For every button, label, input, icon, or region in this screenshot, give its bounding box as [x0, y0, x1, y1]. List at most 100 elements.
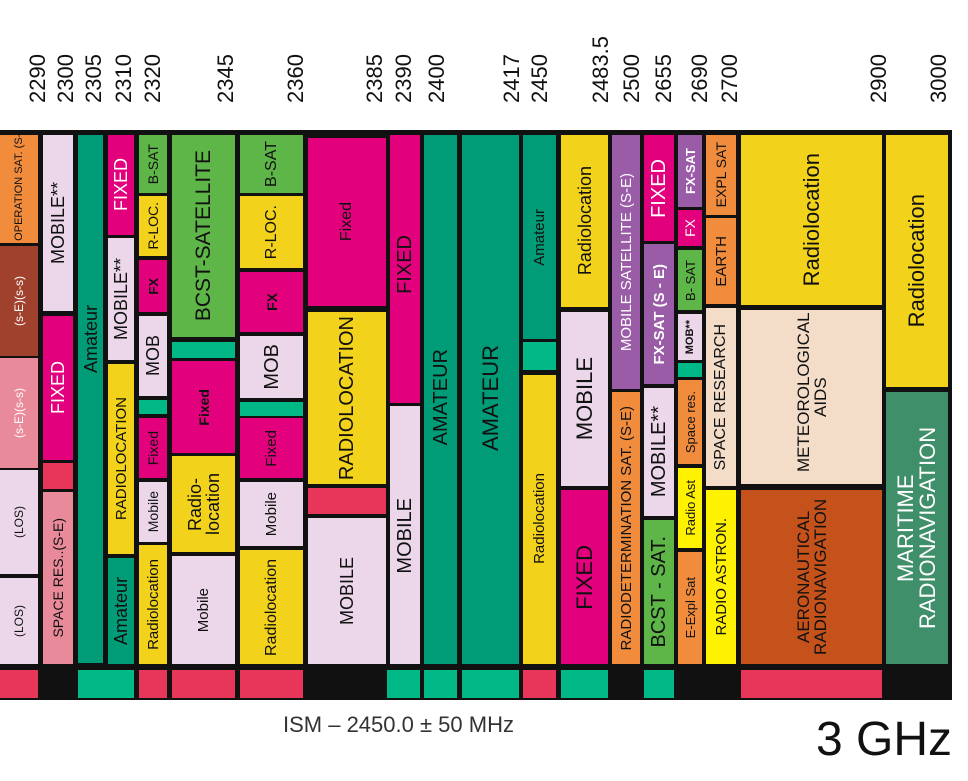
amateur-marker — [172, 342, 235, 358]
maritime-radionavigation-block: MARITIME RADIONAVIGATION — [886, 392, 948, 664]
space-operation-block: (s-E)(s-s) — [0, 246, 38, 356]
fx-sat-block: FX-SAT — [678, 135, 702, 207]
amateur-block: Amateur — [523, 135, 556, 339]
mobile-block: MOBILE — [390, 406, 420, 664]
radio-astronomy-block: RADIO ASTRON. — [706, 490, 736, 664]
freq-label: 3000 — [926, 54, 951, 103]
meteorological-aids-block: METEOROLOGICAL AIDS — [741, 310, 882, 484]
mobile-block: MOBILE — [308, 518, 386, 664]
radiolocation-block: Radiolocation — [561, 135, 608, 307]
mobile-block: Mobile — [240, 482, 303, 546]
radiolocation-block: R-LOC. — [139, 196, 167, 256]
fixed-block: FIXED — [43, 316, 73, 460]
mobile-block: Mobile — [172, 556, 235, 664]
radiolocation-block: Radiolocation — [240, 550, 303, 664]
ism-marker — [240, 670, 303, 698]
fixed-block: FIXED — [390, 135, 420, 403]
ism-marker — [644, 670, 674, 698]
ism-marker — [424, 670, 457, 698]
ism-marker — [78, 670, 134, 698]
freq-label: 2900 — [866, 54, 891, 103]
mobile-block: MOBILE** — [43, 135, 73, 311]
ism-marker — [741, 670, 882, 698]
fixed-block: FX — [240, 272, 303, 332]
frequency-axis: 2290 2300 2305 2310 2320 2345 2360 2385 … — [0, 0, 968, 130]
ism-marker — [523, 670, 556, 698]
space-operation-block: SPACE OPERATION SAT. (S-E)(S-S) — [0, 135, 38, 243]
freq-label: 2690 — [687, 54, 712, 103]
freq-label: 2290 — [25, 54, 50, 103]
amateur-block: AMATEUR — [424, 135, 457, 664]
amateur-block: Amateur — [78, 135, 103, 663]
frequency-allocation-chart: SPACE OPERATION SAT. (S-E)(S-S) (s-E)(s-… — [0, 130, 952, 700]
freq-label: 2345 — [213, 54, 238, 103]
freq-label: 2385 — [362, 54, 387, 103]
freq-label: 2483.5 — [588, 35, 613, 103]
radiolocation-block: RADIOLOCATION — [108, 364, 134, 554]
bsat-block: B-SAT — [240, 135, 303, 193]
ism-marker — [0, 670, 38, 698]
bcst-satellite-block: BCST-SATELLITE — [172, 135, 235, 337]
freq-label: 2700 — [717, 54, 742, 103]
band-label: 3 GHz — [816, 713, 953, 766]
radiolocation-block: Radiolocation — [741, 135, 882, 305]
amateur-marker — [139, 400, 167, 414]
freq-label: 2320 — [140, 54, 165, 103]
marker-block — [43, 463, 73, 489]
freq-label: 2360 — [283, 54, 308, 103]
ism-note: ISM – 2450.0 ± 50 MHz — [283, 712, 514, 737]
radiolocation-block: Radiolocation — [523, 375, 556, 664]
radiolocation-block: RADIOLOCATION — [308, 312, 386, 484]
fixed-block: FIXED — [108, 135, 134, 235]
fixed-block: Fixed — [172, 361, 235, 453]
space-research-block: SPACE RES..(S-E) — [43, 492, 73, 664]
fx-sat-block: FX-SAT (S - E) — [644, 244, 674, 384]
space-research-block: Space res. — [678, 380, 702, 464]
mobile-block: MOBILE** — [108, 238, 134, 360]
amateur-block: Amateur — [108, 558, 134, 664]
ism-marker — [462, 670, 519, 698]
fixed-block: Fixed — [308, 138, 386, 306]
ism-marker — [387, 670, 420, 698]
freq-label: 2655 — [651, 54, 676, 103]
amateur-marker — [678, 363, 702, 377]
fixed-block: FIXED — [561, 490, 608, 664]
freq-label: 2500 — [619, 54, 644, 103]
marker-block — [308, 488, 386, 514]
ism-marker — [139, 670, 167, 698]
mobile-satellite-block: MOBILE SATELLITE (S-E) — [612, 135, 640, 389]
bcst-sat-block: BCST - SAT. — [644, 520, 674, 664]
los-block: (LOS) — [0, 470, 38, 574]
fixed-block: Fixed — [240, 418, 303, 478]
mobile-block: MOBILE — [561, 312, 608, 486]
mobile-block: MOB — [240, 336, 303, 398]
radiodetermination-sat-block: RADIODETERMINATION SAT. (S-E) — [612, 392, 640, 664]
fixed-block: Fixed — [139, 418, 167, 478]
space-research-block: SPACE RESEARCH — [706, 308, 736, 486]
freq-label: 2390 — [391, 54, 416, 103]
amateur-marker — [523, 342, 556, 370]
bsat-block: B- SAT — [678, 250, 702, 310]
mobile-block: MOB — [139, 316, 167, 396]
freq-label: 2300 — [53, 54, 78, 103]
ism-marker — [561, 670, 608, 698]
los-block: (LOS) — [0, 578, 38, 664]
radio-astronomy-block: Radio Ast — [678, 468, 702, 548]
mobile-block: Mobile — [139, 482, 167, 542]
bsat-block: B-SAT — [139, 135, 167, 193]
freq-label: 2310 — [111, 54, 136, 103]
ism-marker — [172, 670, 235, 698]
freq-label: 2417 — [499, 54, 524, 103]
freq-label: 2450 — [527, 54, 552, 103]
freq-label: 2305 — [81, 54, 106, 103]
radiolocation-block: Radiolocation — [139, 545, 167, 664]
earth-exploration-block: EXPL SAT — [706, 135, 736, 215]
mobile-block: MOBILE** — [644, 388, 674, 516]
mobile-block: MOB** — [678, 314, 702, 360]
fixed-block: FX — [678, 210, 702, 246]
space-operation-block: (s-E)(s-s) — [0, 358, 38, 468]
amateur-block: AMATEUR — [462, 135, 519, 664]
radiolocation-block: Radio-location — [172, 456, 235, 552]
radiolocation-block: R-LOC. — [240, 196, 303, 268]
earth-exploration-block: EARTH — [706, 218, 736, 304]
